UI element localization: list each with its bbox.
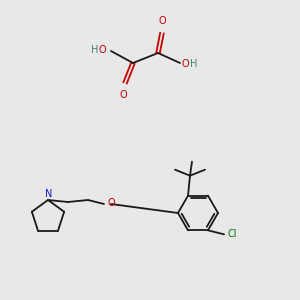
Text: O: O (107, 198, 115, 208)
Text: H: H (91, 45, 98, 55)
Text: H: H (190, 59, 197, 69)
Text: N: N (45, 189, 52, 199)
Text: O: O (182, 59, 190, 69)
Text: Cl: Cl (227, 229, 236, 239)
Text: O: O (98, 45, 106, 55)
Text: O: O (158, 16, 166, 26)
Text: O: O (119, 90, 127, 100)
